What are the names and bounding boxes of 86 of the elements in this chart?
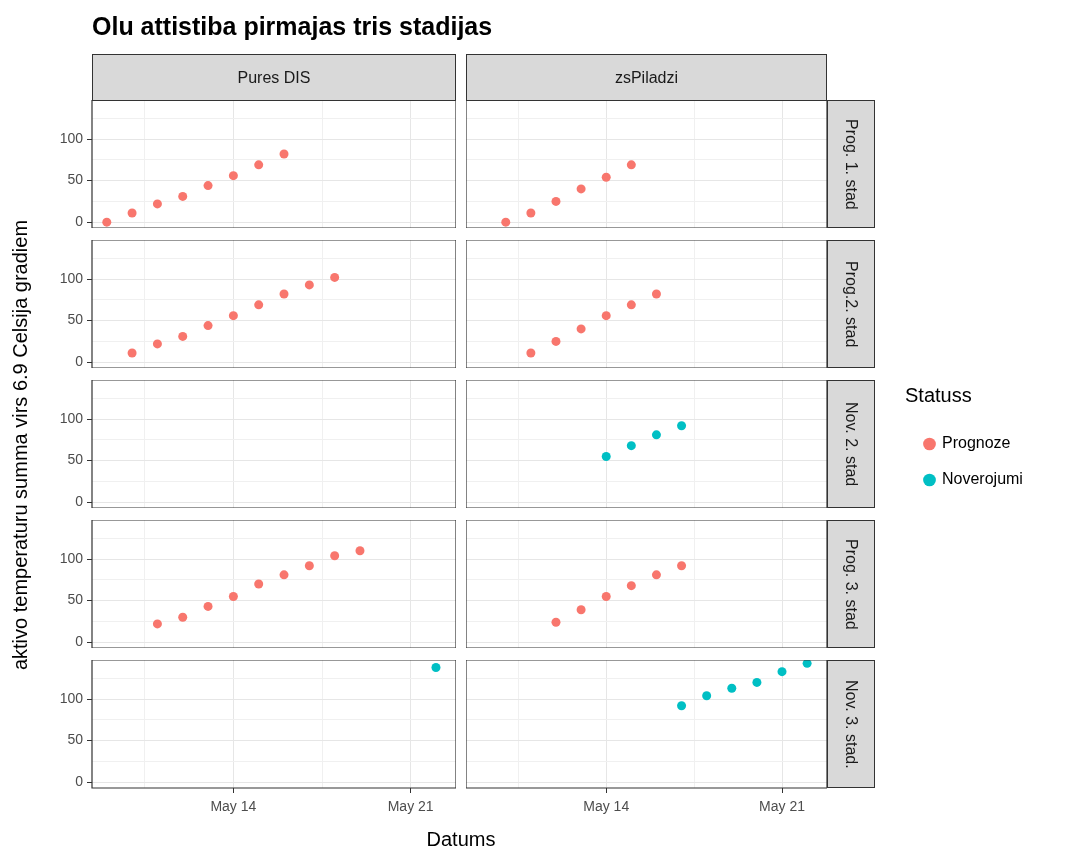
y-tick-label: 0 [75, 633, 84, 650]
point [677, 701, 687, 711]
point [626, 300, 636, 310]
point [279, 570, 289, 580]
y-tick-label: 100 [59, 409, 84, 426]
y-tick-label: 50 [67, 451, 84, 468]
point [228, 591, 238, 601]
point [526, 348, 536, 358]
point [777, 667, 787, 677]
point [102, 217, 112, 227]
point [576, 324, 586, 334]
y-tick-label: 50 [67, 731, 84, 748]
point [127, 208, 137, 218]
legend-label: Noverojumi [942, 470, 1023, 488]
text: Prog. 1. stad [827, 100, 875, 228]
y-tick-label: 50 [67, 311, 84, 328]
point [752, 677, 762, 687]
point [626, 441, 636, 451]
point [178, 191, 188, 201]
y-tick-label: 0 [75, 493, 84, 510]
point [228, 311, 238, 321]
x-axis-title: Datums [426, 828, 496, 851]
chart-subtitle: zsPiladzi [466, 54, 827, 101]
point [551, 336, 561, 346]
y-tick-label: 100 [59, 129, 84, 146]
point [526, 208, 536, 218]
point [304, 280, 314, 290]
point [279, 149, 289, 159]
chart-subtitle: Pures DIS [92, 54, 456, 101]
point [330, 551, 340, 561]
point [626, 160, 636, 170]
point [626, 581, 636, 591]
y-tick-label: 50 [67, 591, 84, 608]
legend-title: Statuss [905, 383, 972, 406]
point [152, 619, 162, 629]
legend-label: Prognoze [942, 434, 1011, 452]
x-tick-label: May 14 [210, 798, 257, 815]
chart-title: Olu attistiba pirmajas tris stadijas [92, 12, 493, 41]
point [576, 184, 586, 194]
point [601, 451, 611, 461]
point [355, 546, 365, 556]
point [152, 339, 162, 349]
point [152, 199, 162, 209]
text: Prog. 3. stad [827, 520, 875, 648]
y-tick-label: 0 [75, 213, 84, 230]
text: Prog.2. stad [827, 240, 875, 368]
text: Nov. 2. stad [827, 380, 875, 508]
x-tick-label: May 21 [387, 798, 434, 815]
y-tick-label: 0 [75, 773, 84, 790]
y-tick-label: 0 [75, 353, 84, 370]
point [601, 172, 611, 182]
point [203, 181, 213, 191]
point [651, 289, 661, 299]
point [802, 660, 812, 668]
point [677, 421, 687, 431]
point [551, 617, 561, 627]
y-axis-title: aktivo temperaturu summa virs 6.9 Celsija gradiem [8, 219, 32, 671]
point [576, 605, 586, 615]
point [551, 196, 561, 206]
x-tick-label: May 14 [583, 798, 630, 815]
x-tick-label: May 21 [759, 798, 806, 815]
point [228, 171, 238, 181]
text: Nov. 3. stad. [827, 660, 875, 788]
point [330, 272, 340, 282]
point [677, 561, 687, 571]
point [203, 321, 213, 331]
y-tick-label: 100 [59, 549, 84, 566]
point [304, 561, 314, 571]
point [254, 160, 264, 170]
point [702, 691, 712, 701]
point [651, 570, 661, 580]
point [254, 300, 264, 310]
y-tick-label: 100 [59, 689, 84, 706]
point [501, 217, 511, 227]
point [178, 612, 188, 622]
point [178, 331, 188, 341]
point [203, 601, 213, 611]
y-tick-label: 50 [67, 171, 84, 188]
y-tick-label: 100 [59, 269, 84, 286]
point [601, 311, 611, 321]
point [127, 348, 137, 358]
point [727, 683, 737, 693]
point [279, 289, 289, 299]
point [651, 430, 661, 440]
point [601, 591, 611, 601]
point [254, 579, 264, 589]
